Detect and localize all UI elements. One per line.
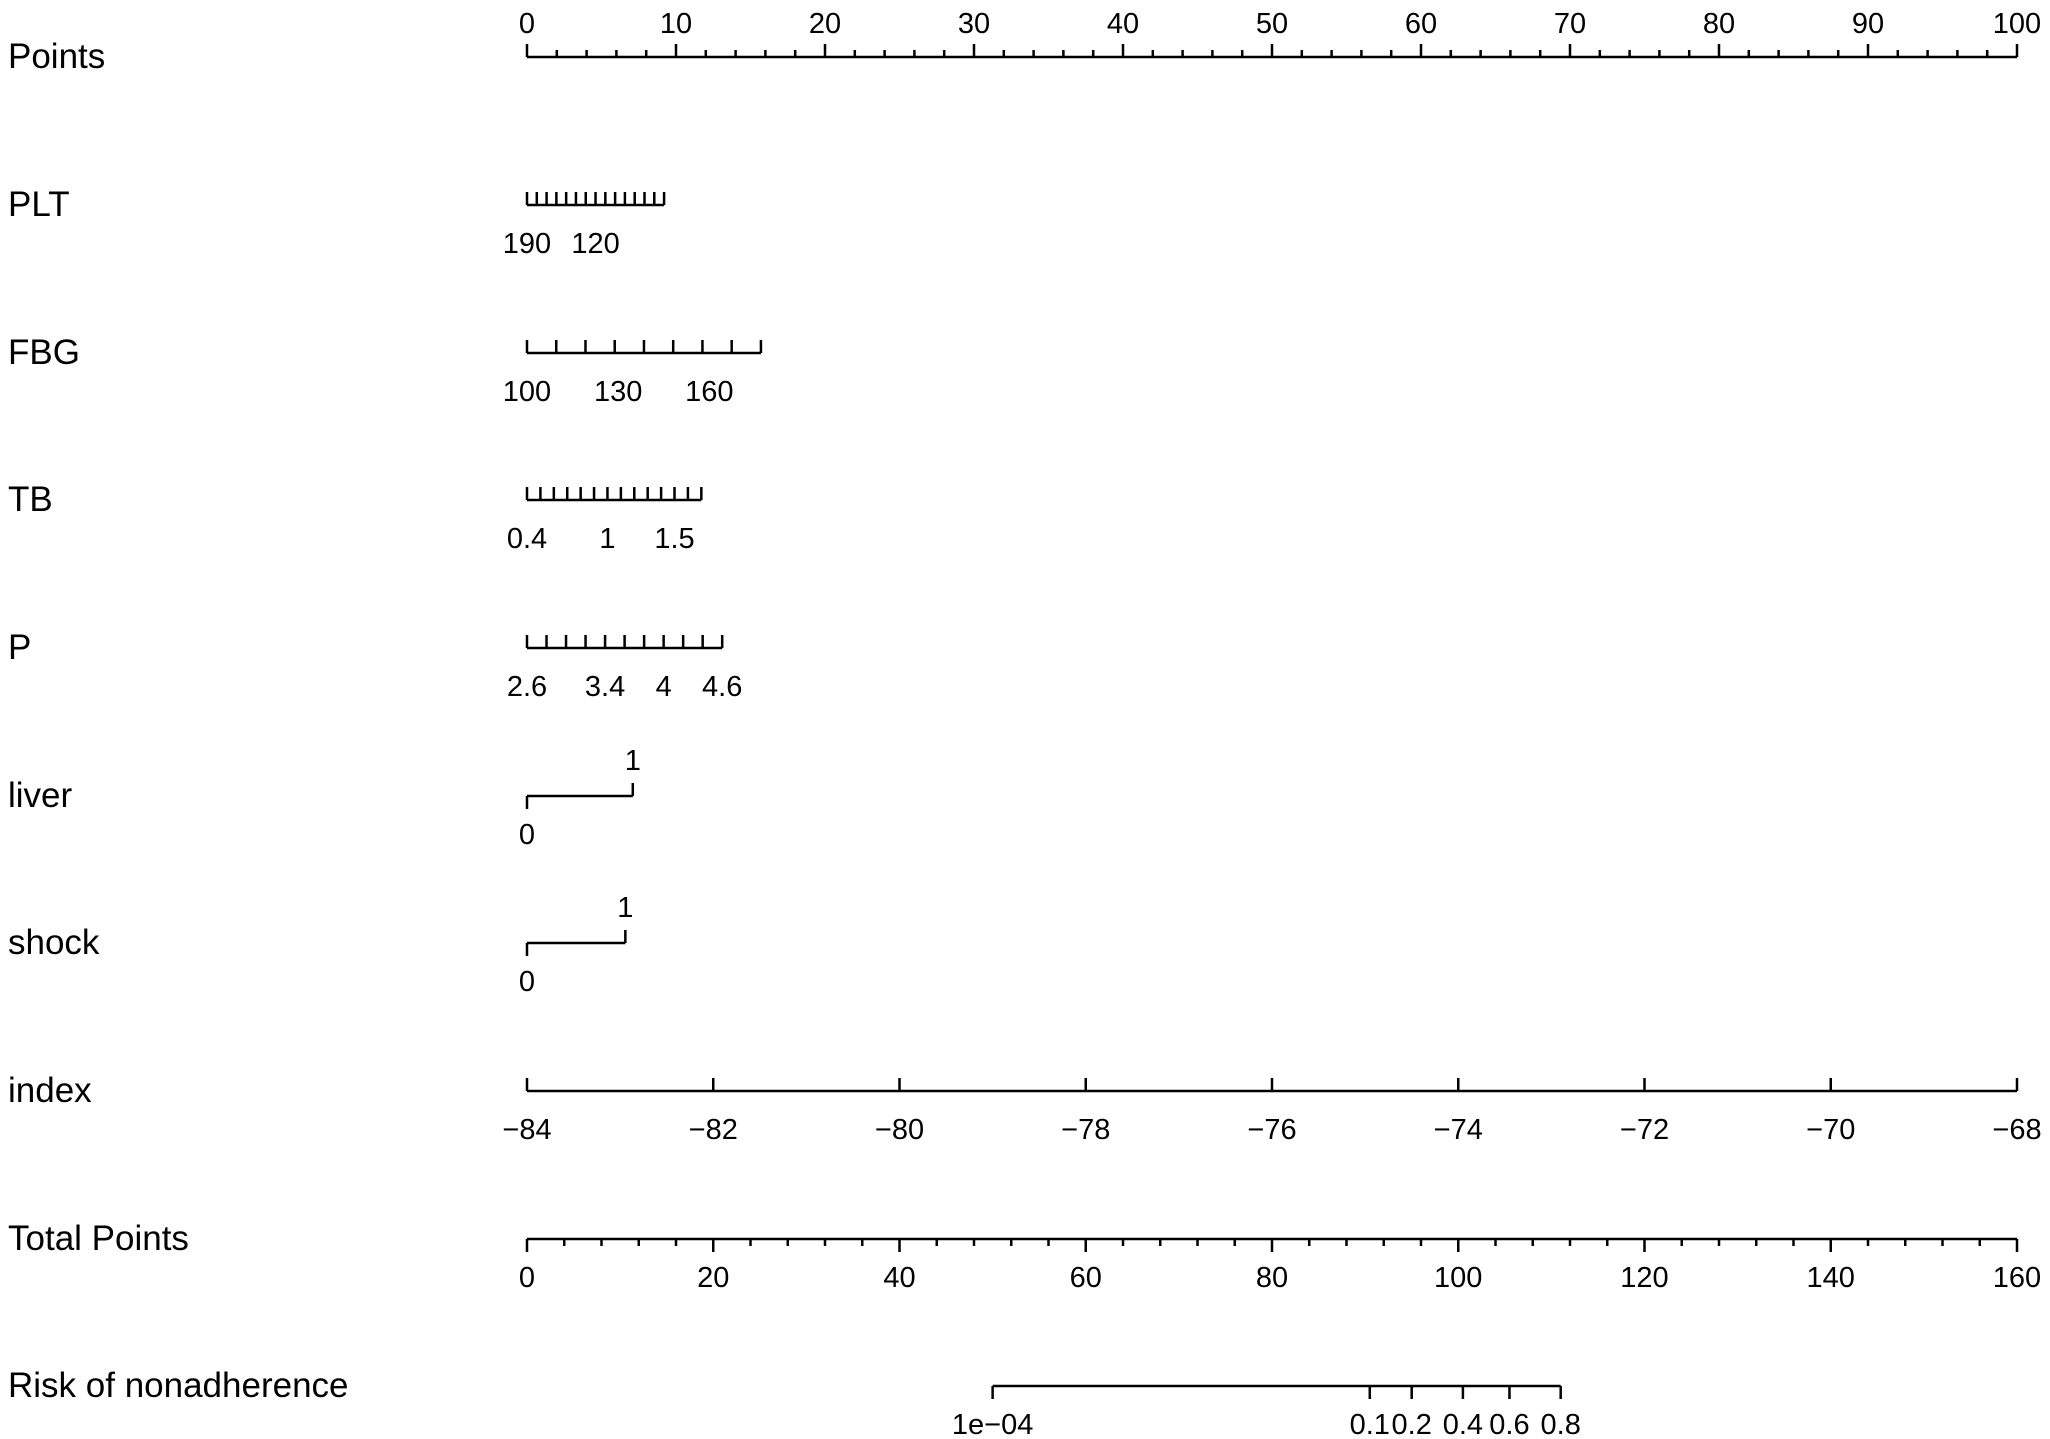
- total-tick-label-5: 100: [1434, 1262, 1482, 1294]
- total-tick-label-7: 140: [1807, 1262, 1855, 1294]
- p-tick-label-0: 2.6: [507, 671, 547, 703]
- index-tick-label-2: −80: [875, 1114, 924, 1146]
- index-row-label: index: [8, 1071, 92, 1110]
- points-tick-label-5: 50: [1256, 8, 1288, 40]
- risk-tick-label-0: 1e−04: [952, 1409, 1033, 1439]
- tb-tick-label-1: 1: [599, 523, 615, 555]
- liver-level-label-1: 1: [625, 745, 641, 777]
- shock-level-label-0: 0: [519, 966, 535, 998]
- total-tick-label-6: 120: [1620, 1262, 1668, 1294]
- risk-tick-label-2: 0.2: [1392, 1409, 1432, 1439]
- index-tick-label-6: −72: [1620, 1114, 1669, 1146]
- index-tick-label-4: −76: [1247, 1114, 1296, 1146]
- index-tick-label-5: −74: [1434, 1114, 1483, 1146]
- risk-row-label: Risk of nonadherence: [8, 1366, 349, 1405]
- p-row-label: P: [8, 628, 31, 667]
- points-tick-label-1: 10: [660, 8, 692, 40]
- index-tick-label-3: −78: [1061, 1114, 1110, 1146]
- row-labels: Points PLT FBG TB P liver shock index To…: [8, 37, 349, 1405]
- points-tick-label-6: 60: [1405, 8, 1437, 40]
- total-tick-label-0: 0: [519, 1262, 535, 1294]
- shock-row-label: shock: [8, 923, 100, 962]
- points-tick-label-2: 20: [809, 8, 841, 40]
- points-tick-label-4: 40: [1107, 8, 1139, 40]
- index-tick-label-7: −70: [1806, 1114, 1855, 1146]
- points-tick-label-7: 70: [1554, 8, 1586, 40]
- risk-tick-label-3: 0.4: [1443, 1409, 1483, 1439]
- points-tick-label-8: 80: [1703, 8, 1735, 40]
- points-row-label: Points: [8, 37, 105, 76]
- plt-row-label: PLT: [8, 185, 70, 224]
- p-tick-label-1: 3.4: [585, 671, 625, 703]
- points-tick-label-9: 90: [1852, 8, 1884, 40]
- p-tick-label-2: 4: [656, 671, 672, 703]
- plt-tick-label-1: 120: [571, 228, 619, 260]
- index-tick-label-8: −68: [1992, 1114, 2041, 1146]
- total-points-row-label: Total Points: [8, 1219, 189, 1258]
- fbg-tick-label-1: 130: [594, 376, 642, 408]
- fbg-tick-label-2: 160: [685, 376, 733, 408]
- points-tick-label-10: 100: [1993, 8, 2041, 40]
- risk-tick-label-5: 0.8: [1541, 1409, 1581, 1439]
- points-tick-label-0: 0: [519, 8, 535, 40]
- index-tick-label-1: −82: [689, 1114, 738, 1146]
- liver-row-label: liver: [8, 776, 73, 815]
- shock-level-label-1: 1: [617, 892, 633, 924]
- liver-level-label-0: 0: [519, 819, 535, 851]
- tb-row-label: TB: [8, 480, 53, 519]
- fbg-tick-label-0: 100: [503, 376, 551, 408]
- risk-tick-label-4: 0.6: [1489, 1409, 1529, 1439]
- tb-tick-label-2: 1.5: [654, 523, 694, 555]
- total-tick-label-3: 60: [1070, 1262, 1102, 1294]
- p-tick-label-3: 4.6: [702, 671, 742, 703]
- tb-tick-label-0: 0.4: [507, 523, 547, 555]
- index-tick-label-0: −84: [502, 1114, 551, 1146]
- total-tick-label-2: 40: [883, 1262, 915, 1294]
- total-tick-label-4: 80: [1256, 1262, 1288, 1294]
- total-tick-label-8: 160: [1993, 1262, 2041, 1294]
- risk-tick-label-1: 0.1: [1350, 1409, 1390, 1439]
- points-tick-label-3: 30: [958, 8, 990, 40]
- total-tick-label-1: 20: [697, 1262, 729, 1294]
- fbg-row-label: FBG: [8, 333, 80, 372]
- plt-tick-label-0: 190: [503, 228, 551, 260]
